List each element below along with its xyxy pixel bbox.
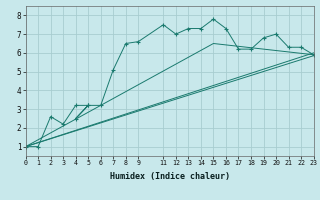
X-axis label: Humidex (Indice chaleur): Humidex (Indice chaleur) [109, 172, 230, 181]
